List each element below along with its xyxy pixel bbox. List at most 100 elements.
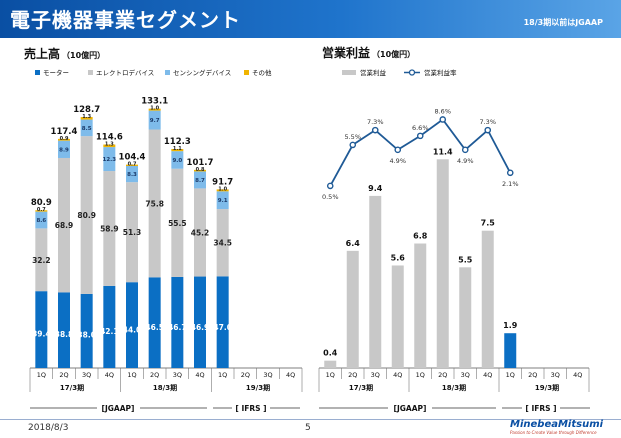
- profit-tick-label: 2Q: [528, 371, 537, 379]
- accounting-note: 18/3期以前はJGAAP: [523, 18, 603, 27]
- sales-segment-label: 0.7: [37, 207, 46, 213]
- sales-tick-label: 3Q: [173, 371, 182, 379]
- sales-bar-segment: [126, 164, 138, 166]
- profit-jgaap-label: [JGAAP]: [394, 404, 427, 413]
- profit-legend: 営業利益 営業利益率: [342, 68, 457, 77]
- sales-tick-label: 2Q: [241, 371, 250, 379]
- sales-segment-label: 55.5: [168, 219, 187, 228]
- margin-marker: [439, 116, 447, 123]
- sales-segment-label: 39.4: [32, 329, 51, 338]
- sales-bar-segment: [148, 108, 161, 111]
- legend-label-electro: エレクトロデバイス: [96, 68, 154, 77]
- sales-segment-label: 9.0: [172, 158, 182, 164]
- profit-chart-title: 営業利益: [322, 45, 370, 60]
- sales-bar-segment: [148, 129, 161, 278]
- sales-segment-label: 1.1: [173, 146, 182, 152]
- sales-bar-segment: [58, 292, 70, 368]
- legend-swatch-other: [244, 70, 249, 75]
- margin-label: 7.3%: [367, 118, 384, 126]
- margin-marker: [416, 132, 424, 140]
- sales-total-label: 104.4: [119, 153, 146, 163]
- margin-label: 6.6%: [412, 124, 429, 132]
- legend-swatch-profit: [342, 70, 356, 75]
- sales-tick-label: 2Q: [59, 371, 68, 379]
- margin-label: 5.5%: [344, 133, 361, 141]
- margin-marker: [326, 182, 334, 190]
- margin-label: 0.5%: [322, 193, 339, 201]
- sales-bar-segment: [35, 210, 48, 212]
- margin-label: 4.9%: [389, 157, 406, 165]
- sales-segment-label: 8.5: [82, 126, 92, 132]
- legend-label-profit: 営業利益: [360, 68, 387, 77]
- company-logo: MinebeaMitsumi Passion to Create Value t…: [510, 419, 615, 435]
- sales-segment-label: 1.3: [105, 142, 114, 148]
- sales-segment-label: 0.7: [128, 162, 137, 168]
- sales-total-label: 112.3: [164, 137, 191, 147]
- sales-segment-label: 9.1: [218, 198, 228, 204]
- profit-bar-label: 0.4: [323, 349, 338, 358]
- margin-label: 4.9%: [457, 157, 474, 165]
- profit-bar-label: 11.4: [433, 147, 453, 156]
- profit-period-19: 19/3期: [535, 383, 559, 392]
- profit-tick-label: 4Q: [483, 371, 492, 379]
- profit-bar-label: 7.5: [481, 219, 496, 228]
- sales-segment-label: 12.3: [103, 157, 117, 163]
- sales-period-19: 19/3期: [246, 383, 270, 392]
- margin-label: 7.3%: [479, 118, 496, 126]
- profit-bar: [459, 267, 472, 368]
- sales-segment-label: 47.0: [213, 323, 232, 332]
- sales-legend: モーター エレクトロデバイス センシングデバイス その他: [35, 68, 272, 77]
- sales-segment-label: 42.1: [100, 327, 119, 336]
- sales-segment-label: 32.2: [32, 256, 51, 265]
- legend-label-sensing: センシングデバイス: [173, 68, 231, 77]
- margin-marker: [349, 141, 357, 149]
- sales-tick-label: 2Q: [150, 371, 159, 379]
- sales-tick-label: 1Q: [218, 371, 227, 379]
- sales-period-17: 17/3期: [60, 383, 84, 392]
- sales-total-label: 117.4: [51, 127, 78, 137]
- profit-bar-label: 5.5: [458, 255, 473, 264]
- sales-bar-segment: [194, 171, 206, 189]
- sales-bar-segment: [103, 285, 116, 368]
- sales-total-label: 91.7: [212, 177, 233, 187]
- profit-tick-label: 1Q: [416, 371, 425, 379]
- sales-segment-label: 8.9: [59, 147, 69, 153]
- sales-segment-label: 45.2: [191, 228, 210, 237]
- sales-bar-segment: [216, 276, 229, 368]
- profit-bar: [436, 159, 449, 368]
- profit-bar: [481, 230, 494, 368]
- sales-bar-segment: [35, 211, 48, 229]
- sales-bar-segment: [171, 151, 184, 169]
- sales-bar-segment: [58, 157, 70, 293]
- profit-tick-label: 3Q: [551, 371, 560, 379]
- sales-bar-segment: [80, 136, 93, 294]
- sales-bar-segment: [194, 188, 206, 277]
- sales-bar-segment: [80, 119, 93, 137]
- profit-bar: [324, 360, 337, 368]
- sales-total-label: 133.1: [141, 97, 168, 107]
- sales-bar-segment: [216, 191, 229, 210]
- sales-bar-segment: [35, 228, 48, 292]
- margin-marker: [484, 126, 492, 134]
- profit-bar-label: 6.4: [346, 239, 361, 248]
- page-title: 電子機器事業セグメント: [10, 8, 241, 32]
- sales-segment-label: 1.3: [82, 114, 91, 120]
- sales-segment-label: 80.9: [77, 211, 96, 220]
- sales-bar-segment: [35, 291, 48, 368]
- margin-marker: [371, 126, 379, 134]
- profit-bar-label: 5.6: [391, 253, 406, 262]
- sales-segment-label: 46.7: [168, 323, 187, 332]
- sales-bar-segment: [216, 189, 229, 192]
- sales-segment-label: 0.8: [196, 167, 205, 173]
- sales-segment-label: 1.0: [218, 186, 227, 192]
- profit-bar-label: 1.9: [503, 321, 518, 330]
- profit-tick-label: 1Q: [326, 371, 335, 379]
- sales-chart-marks: 1Q 2Q 3Q 4Q 1Q 2Q 3Q 4Q 1Q 2Q 3Q 4Q39.432.28.60.780…: [29, 97, 303, 392]
- sales-tick-label: 3Q: [263, 371, 272, 379]
- sales-bar-segment: [126, 182, 138, 283]
- sales-period-18: 18/3期: [153, 383, 177, 392]
- profit-bar: [414, 243, 427, 368]
- margin-label: 8.6%: [434, 107, 451, 115]
- profit-ifrs-label: [ IFRS ]: [525, 404, 556, 413]
- sales-segment-label: 68.9: [55, 221, 74, 230]
